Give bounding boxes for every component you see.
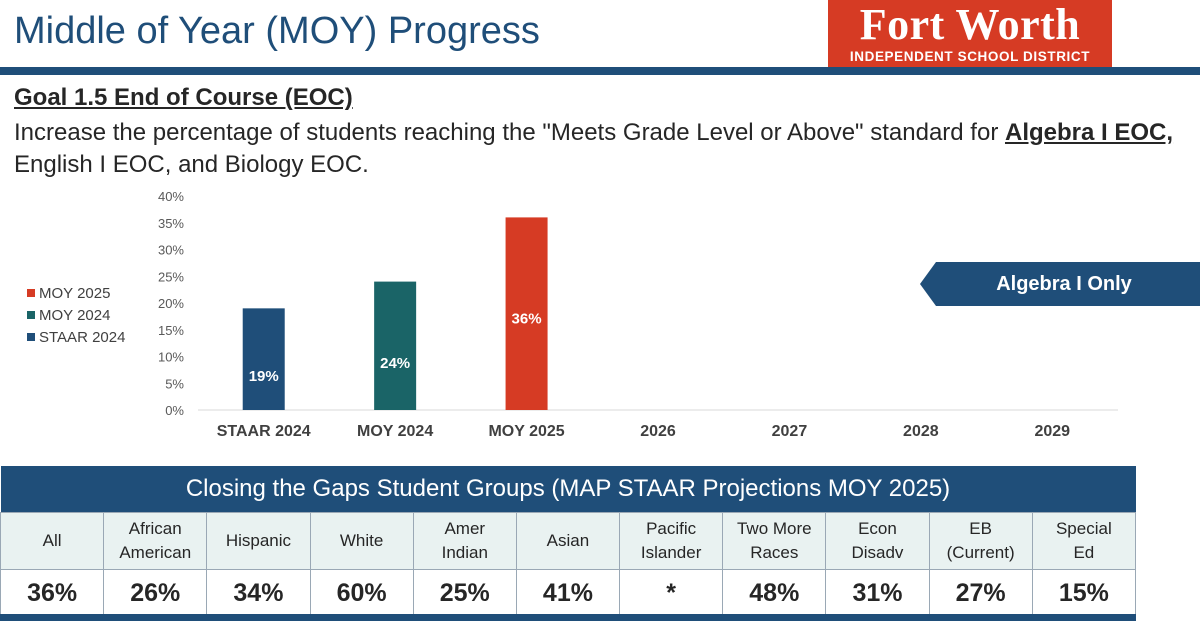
legend-swatch: [27, 289, 35, 297]
gap-group-label-line: (Current): [946, 543, 1015, 562]
goal-desc-part2: English I EOC, and Biology EOC.: [14, 151, 369, 178]
x-tick-label: 2026: [640, 423, 676, 440]
gap-group-label: EB (Current): [928, 512, 1033, 570]
gap-group-label: Econ Disadv: [825, 512, 930, 570]
gap-group-value: 48%: [722, 569, 827, 617]
gap-group-label-line: African: [128, 519, 182, 538]
gap-group-label: Hispanic: [206, 512, 311, 570]
gap-group-label-line: All: [42, 531, 62, 550]
gap-group-value: *: [619, 569, 724, 617]
gaps-table: Closing the Gaps Student Groups (MAP STA…: [0, 466, 1137, 617]
goal-desc-bold: Algebra I EOC,: [1004, 119, 1174, 146]
bar-data-label: 24%: [380, 355, 410, 372]
y-tick-label: 30%: [158, 243, 184, 258]
gap-group-label-line: Amer: [444, 519, 486, 538]
gap-group-value: 27%: [928, 569, 1033, 617]
gap-group-label: African American: [103, 512, 208, 570]
gap-group-value: 60%: [309, 569, 414, 617]
gap-group-label-line: Disadv: [851, 543, 904, 562]
x-tick-label: 2029: [1034, 423, 1070, 440]
header-rule: [0, 67, 1200, 75]
logo-sub-text: INDEPENDENT SCHOOL DISTRICT: [849, 49, 1091, 64]
gap-group-label: Two More Races: [722, 512, 827, 570]
x-tick-label: MOY 2025: [488, 423, 564, 440]
gap-group-label-line: Econ: [858, 519, 897, 538]
legend-label: MOY 2025: [39, 285, 110, 302]
legend-label: STAAR 2024: [39, 329, 125, 346]
gap-group-label: Amer Indian: [412, 512, 517, 570]
gap-group-value: 41%: [515, 569, 621, 617]
gap-group-value: 15%: [1031, 569, 1137, 617]
gap-group-value: 31%: [825, 569, 930, 617]
page-title: Middle of Year (MOY) Progress: [14, 10, 540, 52]
algebra-callout: Algebra I Only: [920, 262, 1200, 306]
x-tick-label: 2027: [772, 423, 808, 440]
y-tick-label: 25%: [158, 269, 184, 284]
gaps-labels-row: All African American Hispanic White Amer India…: [0, 512, 1137, 570]
bar: [242, 308, 285, 410]
district-logo: Fort Worth INDEPENDENT SCHOOL DISTRICT: [828, 0, 1112, 73]
gap-group-label: All: [0, 512, 105, 570]
y-tick-label: 10%: [158, 350, 184, 365]
gap-group-label-line: Hispanic: [225, 531, 292, 550]
legend-swatch: [27, 333, 35, 341]
bar-data-label: 36%: [512, 310, 542, 327]
gap-group-label-line: American: [119, 543, 192, 562]
gap-group-label: Pacific Islander: [619, 512, 724, 570]
gap-group-label: Special Ed: [1031, 512, 1137, 570]
goal-description: Increase the percentage of students reac…: [14, 117, 1184, 181]
gap-group-label-line: Indian: [441, 543, 488, 562]
gap-group-label: Asian: [515, 512, 621, 570]
goal-desc-part1: Increase the percentage of students reac…: [14, 119, 999, 146]
y-tick-label: 35%: [158, 216, 184, 231]
gap-group-label-line: EB: [969, 519, 992, 538]
y-tick-label: 0%: [165, 403, 184, 418]
logo-main-text: Fort Worth: [859, 0, 1081, 49]
gap-group-label-line: Pacific: [646, 519, 697, 538]
gap-group-value: 36%: [0, 569, 105, 617]
gap-group-label-line: Asian: [546, 531, 590, 550]
gap-group-label-line: Islander: [640, 543, 702, 562]
gap-group-label-line: Races: [750, 543, 799, 562]
gap-group-label-line: Ed: [1073, 543, 1095, 562]
x-tick-label: 2028: [903, 423, 939, 440]
y-tick-label: 15%: [158, 323, 184, 338]
gap-group-label-line: Special: [1055, 519, 1112, 538]
bar: [505, 217, 548, 410]
x-tick-label: STAAR 2024: [217, 423, 311, 440]
y-tick-label: 5%: [165, 376, 184, 391]
y-tick-label: 40%: [158, 189, 184, 204]
gap-group-label: White: [309, 512, 414, 570]
bar: [374, 281, 417, 410]
gaps-table-title: Closing the Gaps Student Groups (MAP STA…: [0, 466, 1136, 513]
y-tick-label: 20%: [158, 296, 184, 311]
bar-chart: 0% 5% 10% 15% 20% 25% 30% 35% 40% STAAR 2024 19% MO…: [27, 189, 1118, 440]
gap-group-value: 34%: [206, 569, 311, 617]
goal-heading: Goal 1.5 End of Course (EOC): [14, 84, 353, 111]
gap-group-value: 25%: [412, 569, 517, 617]
bar-data-label: 19%: [249, 368, 279, 385]
bottom-band: [0, 614, 1136, 621]
legend-swatch: [27, 311, 35, 319]
gap-group-value: 26%: [103, 569, 208, 617]
gaps-values-row: 36% 26% 34% 60% 25% 41% * 48% 31% 27% 15%: [0, 569, 1137, 617]
gap-group-label-line: White: [339, 531, 384, 550]
legend-label: MOY 2024: [39, 307, 110, 324]
gap-group-label-line: Two More: [736, 519, 812, 538]
x-tick-label: MOY 2024: [357, 423, 433, 440]
